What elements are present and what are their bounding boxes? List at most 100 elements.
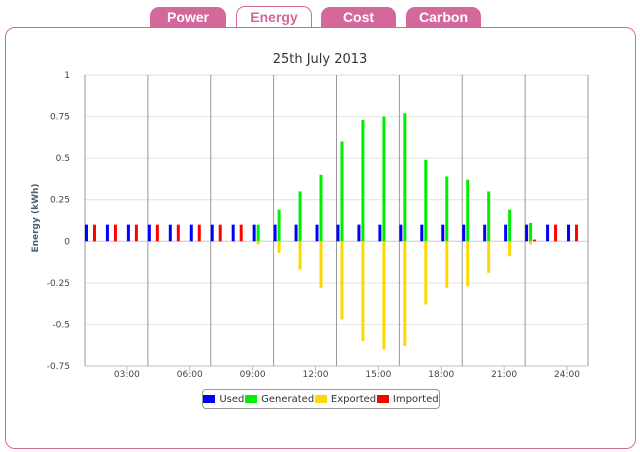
bar-used <box>336 224 340 242</box>
x-tick-label: 09:00 <box>240 370 266 380</box>
y-tick-label: 0.75 <box>50 113 70 123</box>
bar-used <box>567 224 571 242</box>
bar-generated <box>487 191 491 242</box>
legend-swatch <box>376 395 389 403</box>
y-tick-label: -0.5 <box>52 320 70 330</box>
legend-label: Exported <box>330 393 377 405</box>
bar-exported <box>256 241 260 245</box>
y-axis-label: Energy (kWh) <box>31 183 41 252</box>
legend-swatch <box>314 395 327 403</box>
legend: Used Generated Exported Imported <box>202 389 440 409</box>
bar-used <box>357 224 361 242</box>
bar-exported <box>298 241 302 270</box>
bar-imported <box>155 224 159 242</box>
bar-used <box>210 224 214 242</box>
bar-generated <box>361 119 365 242</box>
bar-used <box>84 224 88 242</box>
legend-item-exported[interactable]: Exported <box>314 393 377 405</box>
bar-exported <box>403 241 407 347</box>
bar-generated <box>319 174 323 242</box>
bar-generated <box>466 179 470 242</box>
bar-imported <box>113 224 117 242</box>
bar-used <box>147 224 151 242</box>
bar-used <box>273 224 277 242</box>
bar-used <box>105 224 109 242</box>
y-tick-label: 0.25 <box>50 196 70 206</box>
legend-label: Used <box>219 393 245 405</box>
tab-energy[interactable]: Energy <box>236 6 312 28</box>
bar-used <box>525 224 529 242</box>
bar-used <box>252 224 256 242</box>
bar-imported <box>218 224 222 242</box>
x-tick-label: 03:00 <box>114 370 140 380</box>
bar-generated <box>298 191 302 242</box>
y-tick-label: 1 <box>64 71 70 81</box>
bar-used <box>378 224 382 242</box>
bar-imported <box>575 224 579 242</box>
y-tick-label: 0.5 <box>56 154 70 164</box>
bar-used <box>294 224 298 242</box>
y-tick-label: -0.75 <box>47 362 70 372</box>
bar-generated <box>424 159 428 242</box>
grid <box>84 74 589 367</box>
bar-imported <box>92 224 96 242</box>
bar-used <box>315 224 319 242</box>
y-tick-label: -0.25 <box>47 279 70 289</box>
bars <box>84 113 579 350</box>
bar-imported <box>239 224 243 242</box>
bar-used <box>231 224 235 242</box>
y-tick-label: 0 <box>64 237 70 247</box>
y-axis: 1 0.75 0.5 0.25 0 -0.25 -0.5 -0.75 <box>47 71 71 372</box>
legend-swatch <box>245 395 258 403</box>
bar-used <box>546 224 550 242</box>
bar-exported <box>424 241 428 305</box>
bar-exported <box>277 241 281 253</box>
tab-cost[interactable]: Cost <box>321 7 396 28</box>
tab-bar: Power Energy Cost Carbon <box>0 6 640 29</box>
bar-exported <box>319 241 323 288</box>
bar-imported <box>533 239 537 242</box>
x-tick-label: 18:00 <box>428 370 454 380</box>
tab-power[interactable]: Power <box>150 7 226 28</box>
bar-used <box>189 224 193 242</box>
legend-label: Imported <box>392 393 439 405</box>
bar-exported <box>340 241 344 320</box>
legend-item-generated[interactable]: Generated <box>245 394 314 405</box>
x-tick-label: 24:00 <box>554 370 580 380</box>
bar-exported <box>487 241 491 273</box>
bar-used <box>441 224 445 242</box>
bar-exported <box>382 241 386 350</box>
bar-used <box>168 224 172 242</box>
bar-used <box>399 224 403 242</box>
bar-imported <box>197 224 201 242</box>
bar-imported <box>176 224 180 242</box>
bar-used <box>483 224 487 242</box>
bar-generated <box>277 209 281 242</box>
x-axis: 03:00 06:00 09:00 12:00 15:00 18:00 21:00 24:00 <box>114 366 580 380</box>
bar-generated <box>508 209 512 242</box>
legend-label: Generated <box>261 393 315 405</box>
bar-imported <box>134 224 138 242</box>
bar-used <box>420 224 424 242</box>
bar-generated <box>445 176 449 242</box>
bar-generated <box>529 222 533 242</box>
bar-generated <box>256 224 260 242</box>
bar-generated <box>382 116 386 242</box>
x-tick-label: 21:00 <box>491 370 517 380</box>
bar-generated <box>340 141 344 242</box>
bar-used <box>504 224 508 242</box>
x-tick-label: 06:00 <box>177 370 203 380</box>
legend-item-used[interactable]: Used <box>203 394 244 405</box>
legend-item-imported[interactable]: Imported <box>376 393 439 405</box>
bar-generated <box>403 113 407 242</box>
legend-swatch <box>203 395 216 403</box>
bar-used <box>462 224 466 242</box>
chart-title: 25th July 2013 <box>273 52 368 67</box>
bar-exported <box>508 241 512 257</box>
bar-exported <box>445 241 449 288</box>
bar-exported <box>529 241 533 245</box>
tab-carbon[interactable]: Carbon <box>406 7 481 28</box>
bar-imported <box>554 224 558 242</box>
bar-exported <box>466 241 470 287</box>
